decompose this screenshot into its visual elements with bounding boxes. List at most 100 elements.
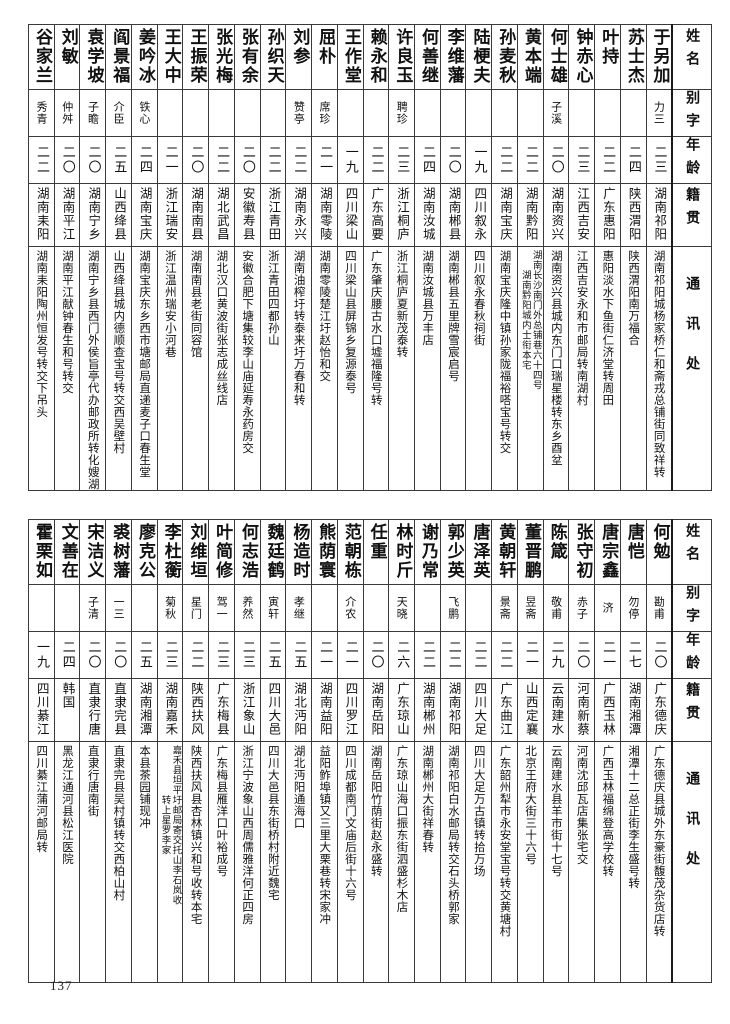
address-text: 广东梅县雁洋口叶裕成号 bbox=[215, 745, 230, 877]
alias-text: 一三 bbox=[112, 596, 126, 620]
address-text: 浙江桐庐夏新茂泰转 bbox=[395, 250, 410, 358]
cell-name: 何士雄 bbox=[542, 24, 570, 90]
age-text: 二一 bbox=[317, 145, 333, 175]
cell-address: 直隶行唐南街 bbox=[79, 741, 107, 983]
age-text: 二三 bbox=[394, 145, 410, 175]
address-text: 四川綦江蒲河邮局转 bbox=[35, 745, 50, 853]
cell-origin: 湖北沔阳 bbox=[285, 678, 313, 742]
cell-alias bbox=[491, 89, 518, 137]
cell-address: 湖南祁阳城杨家桥仁和斋戎总铺街同致祥转 bbox=[645, 246, 673, 491]
address-line: 嘉禾县坦平圩邮局寄交托山李石岚收 bbox=[170, 745, 182, 905]
cell-name: 何志浩 bbox=[233, 519, 261, 585]
address-text: 湖南耒阳陶州恒发号转交下吊头 bbox=[35, 250, 50, 418]
cell-age: 二一 bbox=[516, 631, 544, 679]
origin-text: 广东琼山 bbox=[395, 682, 411, 736]
cell-name: 李维藩 bbox=[439, 24, 467, 90]
cell-name: 陈箴 bbox=[542, 519, 570, 585]
header-label: 别字 bbox=[684, 585, 701, 631]
cell-alias bbox=[465, 89, 493, 137]
origin-text: 直隶行唐 bbox=[86, 682, 102, 736]
name-text: 阎景福 bbox=[109, 28, 130, 85]
name-text: 唐宗鑫 bbox=[598, 523, 619, 580]
header-label: 姓名 bbox=[684, 523, 701, 569]
cell-address: 陕西扶风县杏林镇兴和号收转本宅 bbox=[182, 741, 210, 983]
cell-name: 姜吟冰 bbox=[130, 24, 158, 90]
origin-text: 湖南宁乡 bbox=[86, 187, 102, 241]
cell-origin: 四川大足 bbox=[465, 678, 493, 742]
name-text: 钟赤心 bbox=[572, 28, 593, 85]
name-text: 许良玉 bbox=[392, 28, 413, 85]
age-text: 二二 bbox=[420, 640, 435, 670]
cell-address: 湘潭十二总正街李生盛号转 bbox=[619, 741, 647, 983]
origin-text: 湖南汝城 bbox=[420, 187, 436, 241]
age-text: 二〇 bbox=[445, 145, 461, 175]
age-text: 二〇 bbox=[368, 640, 384, 670]
origin-text: 湖南黔阳 bbox=[523, 187, 539, 241]
address-text: 湖南祁阳白水邮局转交石头桥郭家 bbox=[446, 745, 461, 925]
origin-text: 山西绛县 bbox=[111, 187, 127, 241]
alias-text: 介臣 bbox=[112, 101, 126, 125]
address-text: 湖南郴县五里牌雪宸启号 bbox=[446, 250, 461, 382]
cell-origin: 韩国 bbox=[53, 678, 81, 742]
name-text: 孙麦秋 bbox=[495, 28, 516, 85]
name-text: 谷家兰 bbox=[32, 28, 53, 85]
address-line: 湖南黔阳城内士衔本宅 bbox=[519, 270, 531, 370]
age-text: 二七 bbox=[625, 640, 641, 670]
age-text: 二〇 bbox=[85, 640, 101, 670]
cell-origin: 陕西渭阳 bbox=[619, 183, 647, 247]
cell-name: 宋洁义 bbox=[79, 519, 107, 585]
origin-text: 湖南南县 bbox=[189, 187, 205, 241]
roster-table-bottom: 霍栗如 文善在 宋洁义 裘树藩 廖克公 李杜蘅 刘维垣 叶简修 何志浩 魏廷鹤 杨造时 熊荫寰 范朝栋任… bbox=[28, 519, 712, 983]
cell-origin: 湖南湘潭 bbox=[130, 678, 158, 742]
origin-text: 湖南祁阳 bbox=[652, 187, 668, 241]
address-text: 湖南宁乡县西门外侯旨亭代办邮政所转化嫂湖 bbox=[86, 250, 101, 490]
name-text: 屈朴 bbox=[315, 28, 336, 66]
origin-text: 湖南资兴 bbox=[549, 187, 565, 241]
name-text: 谢乃常 bbox=[418, 523, 439, 580]
age-text: 二九 bbox=[548, 640, 564, 670]
cell-alias: 铁心 bbox=[130, 89, 158, 137]
cell-name: 张光梅 bbox=[208, 24, 235, 90]
cell-alias bbox=[233, 89, 261, 137]
cell-address: 湖南零陵楚江圩赵怡和交 bbox=[311, 246, 338, 491]
cell-alias: 养然 bbox=[233, 584, 261, 632]
age-text: 一九 bbox=[471, 145, 487, 175]
name-text: 熊荫寰 bbox=[315, 523, 336, 580]
name-text: 黄本端 bbox=[520, 28, 541, 85]
cell-name: 阎景福 bbox=[105, 24, 132, 90]
cell-address: 四川綦江蒲河邮局转 bbox=[28, 741, 55, 983]
name-text: 张有余 bbox=[237, 28, 258, 85]
cell-address: 惠阳淡水下鱼街仁济堂转周田 bbox=[594, 246, 621, 491]
row-address: 湖南耒阳陶州恒发号转交下吊头 湖南平江献钟春生和号转交 湖南宁乡县西门外侯旨亭代办邮… bbox=[28, 246, 712, 491]
cell-origin: 四川罗江 bbox=[336, 678, 364, 742]
name-text: 叶简修 bbox=[212, 523, 233, 580]
address-text: 四川成都南门文庙后街十六号 bbox=[344, 745, 359, 901]
row-name: 霍栗如 文善在 宋洁义 裘树藩 廖克公 李杜蘅 刘维垣 叶简修 何志浩 魏廷鹤 杨造时 熊荫寰 范朝栋任… bbox=[28, 519, 712, 585]
address-line: 湖南长沙南门外总铺巷六十四号 bbox=[530, 250, 542, 390]
cell-alias bbox=[311, 584, 338, 632]
cell-address: 湖南南县老街同容馆 bbox=[182, 246, 210, 491]
alias-text: 铁心 bbox=[137, 101, 151, 125]
cell-name: 林时斤 bbox=[388, 519, 416, 585]
cell-age: 二三 bbox=[208, 631, 235, 679]
cell-address: 湖南郴州大街祥春转 bbox=[414, 741, 441, 983]
address-text: 湖南岳阳竹荫街赵永盛转 bbox=[369, 745, 384, 877]
origin-text: 湖南祁阳 bbox=[446, 682, 462, 736]
cell-origin: 广东德庆 bbox=[645, 678, 673, 742]
cell-age: 二〇 bbox=[233, 136, 261, 184]
cell-address: 四川大邑县东街桥村附近魏宅 bbox=[259, 741, 287, 983]
alias-text: 介农 bbox=[343, 596, 357, 620]
address-text: 湖北沔阳通海口 bbox=[292, 745, 307, 829]
header-origin: 籍贯 bbox=[671, 183, 712, 247]
age-text: 二三 bbox=[651, 145, 667, 175]
cell-age: 二三 bbox=[645, 136, 673, 184]
cell-alias bbox=[465, 584, 493, 632]
cell-address: 益阳鲊埠镇又三里大栗巷转宋家冲 bbox=[311, 741, 338, 983]
origin-text: 河南新蔡 bbox=[575, 682, 591, 736]
address-text: 四川叙永春秋祠街 bbox=[472, 250, 487, 346]
origin-text: 湖南岳阳 bbox=[369, 682, 385, 736]
row-origin: 湖南耒阳 湖南平江 湖南宁乡 山西绛县 湖南宝庆 浙江瑞安 湖南南县 湖北武昌 安徽寿县 浙江青田… bbox=[28, 183, 712, 247]
name-text: 林时斤 bbox=[392, 523, 413, 580]
alias-text: 景斋 bbox=[498, 596, 512, 620]
